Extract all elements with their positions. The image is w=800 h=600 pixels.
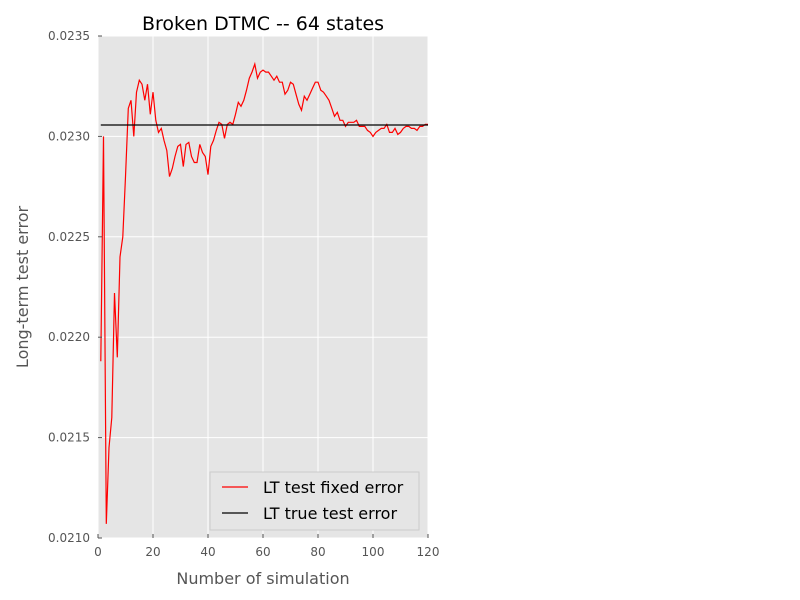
x-tick-label: 60 — [255, 545, 270, 559]
series-layer — [100, 61, 428, 524]
x-tick-label: 40 — [200, 545, 215, 559]
legend-box — [209, 471, 420, 531]
y-tick-label: 0.0215 — [48, 431, 90, 445]
chart-title: Broken DTMC -- 64 states — [142, 13, 384, 35]
y-tick-label: 0.0230 — [48, 129, 90, 143]
y-tick-label: 0.0210 — [48, 531, 90, 545]
x-axis-label: Number of simulation — [176, 569, 349, 588]
x-tick-label: 20 — [145, 545, 160, 559]
y-tick-label: 0.0225 — [48, 230, 90, 244]
legend: LT test fixed error LT true test error — [209, 471, 420, 531]
y-tick-label: 0.0235 — [48, 29, 90, 43]
x-tick-label: 80 — [310, 545, 325, 559]
series-line-lt-test-fixed-error — [100, 61, 428, 524]
legend-label-fixed: LT test fixed error — [263, 478, 404, 497]
x-tick-label: 100 — [362, 545, 385, 559]
legend-label-true: LT true test error — [263, 504, 397, 523]
ticks-layer: 0 20 40 60 80 100 120 0.0210 0.0215 0.0220 0.0225 0… — [48, 29, 439, 559]
x-tick-label: 120 — [417, 545, 440, 559]
y-axis-label: Long-term test error — [13, 206, 32, 369]
y-tick-label: 0.0220 — [48, 330, 90, 344]
x-tick-label: 0 — [94, 545, 102, 559]
